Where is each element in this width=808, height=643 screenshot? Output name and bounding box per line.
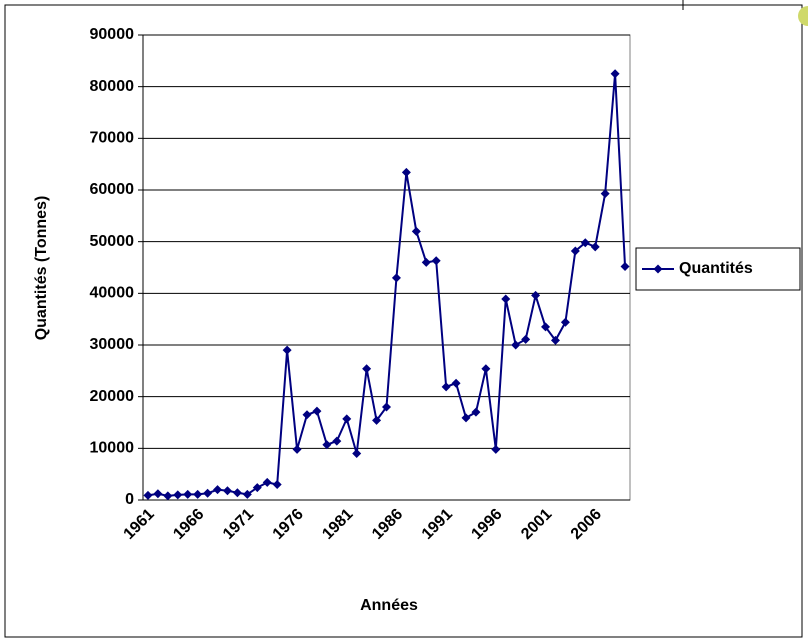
marker [431, 256, 441, 266]
marker [590, 242, 600, 252]
marker [461, 413, 471, 423]
marker [292, 444, 302, 454]
marker [143, 490, 153, 500]
y-tick-label: 10000 [90, 440, 135, 457]
marker [153, 489, 163, 499]
marker [600, 189, 610, 199]
marker [262, 477, 272, 487]
marker [352, 449, 362, 458]
marker [242, 489, 252, 499]
y-tick-label: 20000 [90, 388, 135, 405]
marker [570, 246, 580, 256]
marker [312, 406, 322, 416]
corner-decoration [798, 6, 808, 26]
y-tick-label: 50000 [90, 233, 135, 250]
marker [232, 488, 242, 498]
marker [521, 334, 531, 344]
marker [302, 410, 312, 420]
marker [481, 364, 491, 374]
marker [610, 69, 620, 79]
marker [372, 415, 382, 425]
marker [550, 335, 560, 345]
marker [382, 402, 391, 412]
marker [391, 273, 401, 283]
marker [451, 378, 461, 388]
y-tick-label: 0 [125, 491, 134, 508]
marker [213, 485, 223, 495]
marker [282, 345, 292, 355]
marker [411, 226, 421, 236]
marker [163, 491, 173, 501]
y-tick-label: 60000 [90, 181, 135, 198]
marker [173, 490, 183, 500]
y-tick-label: 30000 [90, 336, 135, 353]
marker [322, 440, 332, 450]
marker [183, 489, 193, 499]
y-axis-title: Quantités (Tonnes) [33, 196, 50, 341]
marker [272, 480, 282, 489]
marker [501, 294, 511, 304]
marker [421, 257, 431, 267]
marker [491, 444, 501, 454]
legend-marker [653, 264, 663, 274]
marker [203, 488, 213, 498]
x-axis-title: Années [360, 597, 418, 614]
marker [401, 167, 411, 177]
y-tick-label: 40000 [90, 285, 135, 302]
marker [222, 486, 232, 496]
marker [252, 483, 262, 493]
y-tick-label: 90000 [90, 26, 135, 43]
marker [332, 436, 342, 446]
y-tick-label: 80000 [90, 78, 135, 95]
marker [362, 364, 372, 374]
legend-label: Quantités [679, 260, 753, 277]
marker [531, 290, 541, 300]
plot-area [142, 34, 631, 501]
marker [471, 407, 481, 417]
marker [620, 261, 630, 271]
marker [560, 317, 570, 327]
marker [541, 322, 551, 332]
marker [441, 382, 451, 392]
marker [193, 489, 203, 499]
marker [580, 238, 590, 248]
marker [511, 340, 521, 350]
y-tick-label: 70000 [90, 130, 135, 147]
marker [342, 414, 352, 424]
